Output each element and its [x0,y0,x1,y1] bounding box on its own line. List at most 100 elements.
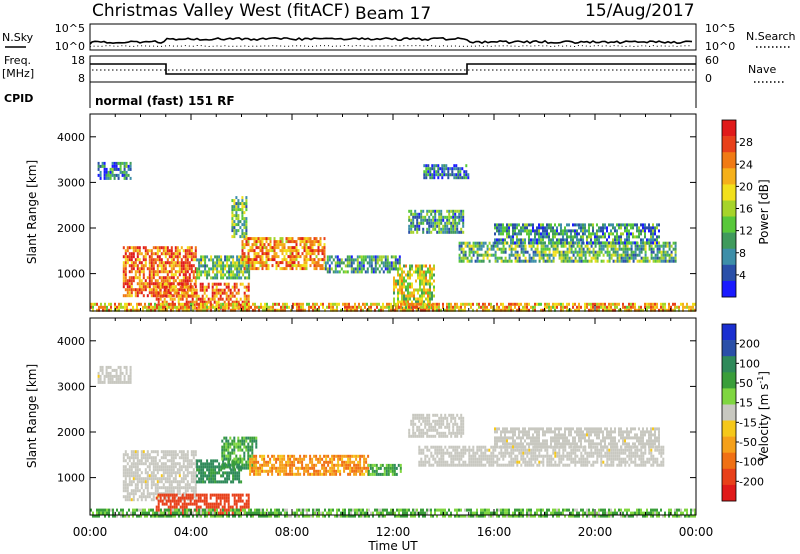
time-axis-label: Time UT [367,539,418,553]
nave-tick-top: 60 [705,54,719,67]
power-ytick-label: 3000 [57,176,85,189]
velocity-colorbar-swatch [722,436,736,453]
time-tick-label: 00:00 [679,525,714,539]
power-region-0 [122,246,197,298]
velocity-colorbar-tick: 200 [739,338,760,351]
cpid-label: CPID [4,92,33,105]
power-colorbar-swatch [722,136,736,153]
power-colorbar-swatch [722,248,736,266]
power-region-4 [324,255,401,274]
power-region-11 [423,164,470,180]
power-colorbar-tick: 4 [739,269,746,282]
velocity-colorbar-swatch [722,468,736,486]
power-colorbar-swatch [722,120,736,137]
power-region-9 [494,223,660,245]
power-region-5 [231,196,248,239]
velocity-colorbar-tick: 100 [739,357,760,370]
velocity-colorbar-swatch [722,420,736,437]
velocity-region-10 [90,508,696,518]
freq-tick-bottom: 8 [78,72,85,85]
freq-strip: Freq. [MHz] 18 8 60 0 Nave [2,54,786,85]
velocity-region-8 [408,413,465,438]
velocity-colorbar-swatch [722,388,736,405]
power-ytick-label: 2000 [57,222,85,235]
nsearch-tick-top: 10^5 [705,22,735,35]
power-colorbar-tick: 20 [739,180,753,193]
nsky-tick-bottom: 10^0 [55,40,85,53]
velocity-ytick-label: 2000 [57,426,85,439]
velocity-data [90,365,696,518]
date-label: 15/Aug/2017 [585,1,695,21]
power-colorbar-swatch [722,216,736,233]
velocity-region-4 [249,454,370,476]
nsearch-tick-bottom: 10^0 [705,40,735,53]
power-colorbar-swatch [722,152,736,169]
nsky-tick-top: 10^5 [55,22,85,35]
time-tick-label: 16:00 [477,525,512,539]
power-colorbar-swatch [722,168,736,185]
power-colorbar-tick: 24 [739,158,753,171]
cpid-strip: CPID normal (fast) 151 RF [4,82,697,108]
freq-tick-top: 18 [71,54,85,67]
power-region-12 [90,302,696,312]
power-colorbar-swatch [722,232,736,249]
power-colorbar-tick: 28 [739,136,753,149]
velocity-colorbar-tick: 50 [739,377,753,390]
velocity-colorbar-tick: -100 [739,456,764,469]
velocity-region-6 [418,445,665,467]
time-tick-label: 20:00 [578,525,613,539]
beam-label: Beam 17 [355,4,431,24]
velocity-ylabel: Slant Range [km] [25,364,39,468]
power-data [90,161,696,312]
power-region-10 [97,161,132,180]
freq-unit-label: [MHz] [2,67,34,80]
power-region-7 [408,209,465,234]
velocity-region-0 [122,450,197,502]
nave-tick-bottom: 0 [705,72,712,85]
power-axes: 1000 2000 3000 4000 [57,114,697,311]
velocity-panel: 1000 2000 3000 4000 Slant Range [km] 200 100… [25,317,771,518]
cpid-value: normal (fast) 151 RF [95,94,235,108]
station-title: Christmas Valley West (fitACF) [92,1,350,21]
velocity-colorbar-tick: -200 [739,475,764,488]
time-tick-label: 00:00 [73,525,108,539]
power-colorbar-tick: 12 [739,225,753,238]
power-colorbar-tick: 8 [739,247,746,260]
velocity-region-2 [196,459,243,484]
velocity-colorbar-label: Velocity [m s-1] [756,371,771,461]
velocity-ytick-label: 3000 [57,380,85,393]
power-panel: 1000 2000 3000 4000 Slant Range [km] 4 8 12 16… [25,113,771,312]
time-axis-labels: 00:00 04:00 08:00 12:00 16:00 20:00 00:00 [73,525,714,539]
nsky-strip: N.Sky 10^5 10^0 10^5 10^0 N.Search [2,22,796,53]
velocity-colorbar-swatch [722,404,736,421]
power-colorbar-swatch [722,184,736,201]
velocity-colorbar-tick: 15 [739,397,753,410]
velocity-region-9 [97,365,132,384]
power-colorbar-swatch [722,264,736,282]
velocity-colorbar: 200 100 50 15 -15 -50 -100 -200 [721,323,764,502]
nsky-trace [89,36,693,45]
nsearch-label: N.Search [746,30,796,43]
nsearch-trace [89,44,693,48]
velocity-colorbar-swatch [722,452,736,470]
velocity-colorbar-tick: -15 [739,416,757,429]
velocity-ytick-label: 1000 [57,472,85,485]
power-colorbar-label: Power [dB] [757,179,771,244]
velocity-colorbar-swatch [722,372,736,389]
power-colorbar: 4 8 12 16 20 24 28 [721,119,753,298]
nave-label: Nave [748,63,776,76]
power-colorbar-tick: 16 [739,203,753,216]
velocity-colorbar-swatch [722,340,736,357]
velocity-colorbar-swatch [722,324,736,341]
velocity-ytick-label: 4000 [57,335,85,348]
velocity-colorbar-swatch [722,356,736,373]
freq-trace [90,63,696,75]
power-colorbar-swatch [722,280,736,298]
power-region-3 [241,237,326,271]
velocity-colorbar-tick: -50 [739,436,757,449]
power-region-6 [393,264,435,310]
velocity-region-7 [494,427,660,449]
velocity-region-5 [367,463,402,476]
power-ytick-label: 1000 [57,268,85,281]
